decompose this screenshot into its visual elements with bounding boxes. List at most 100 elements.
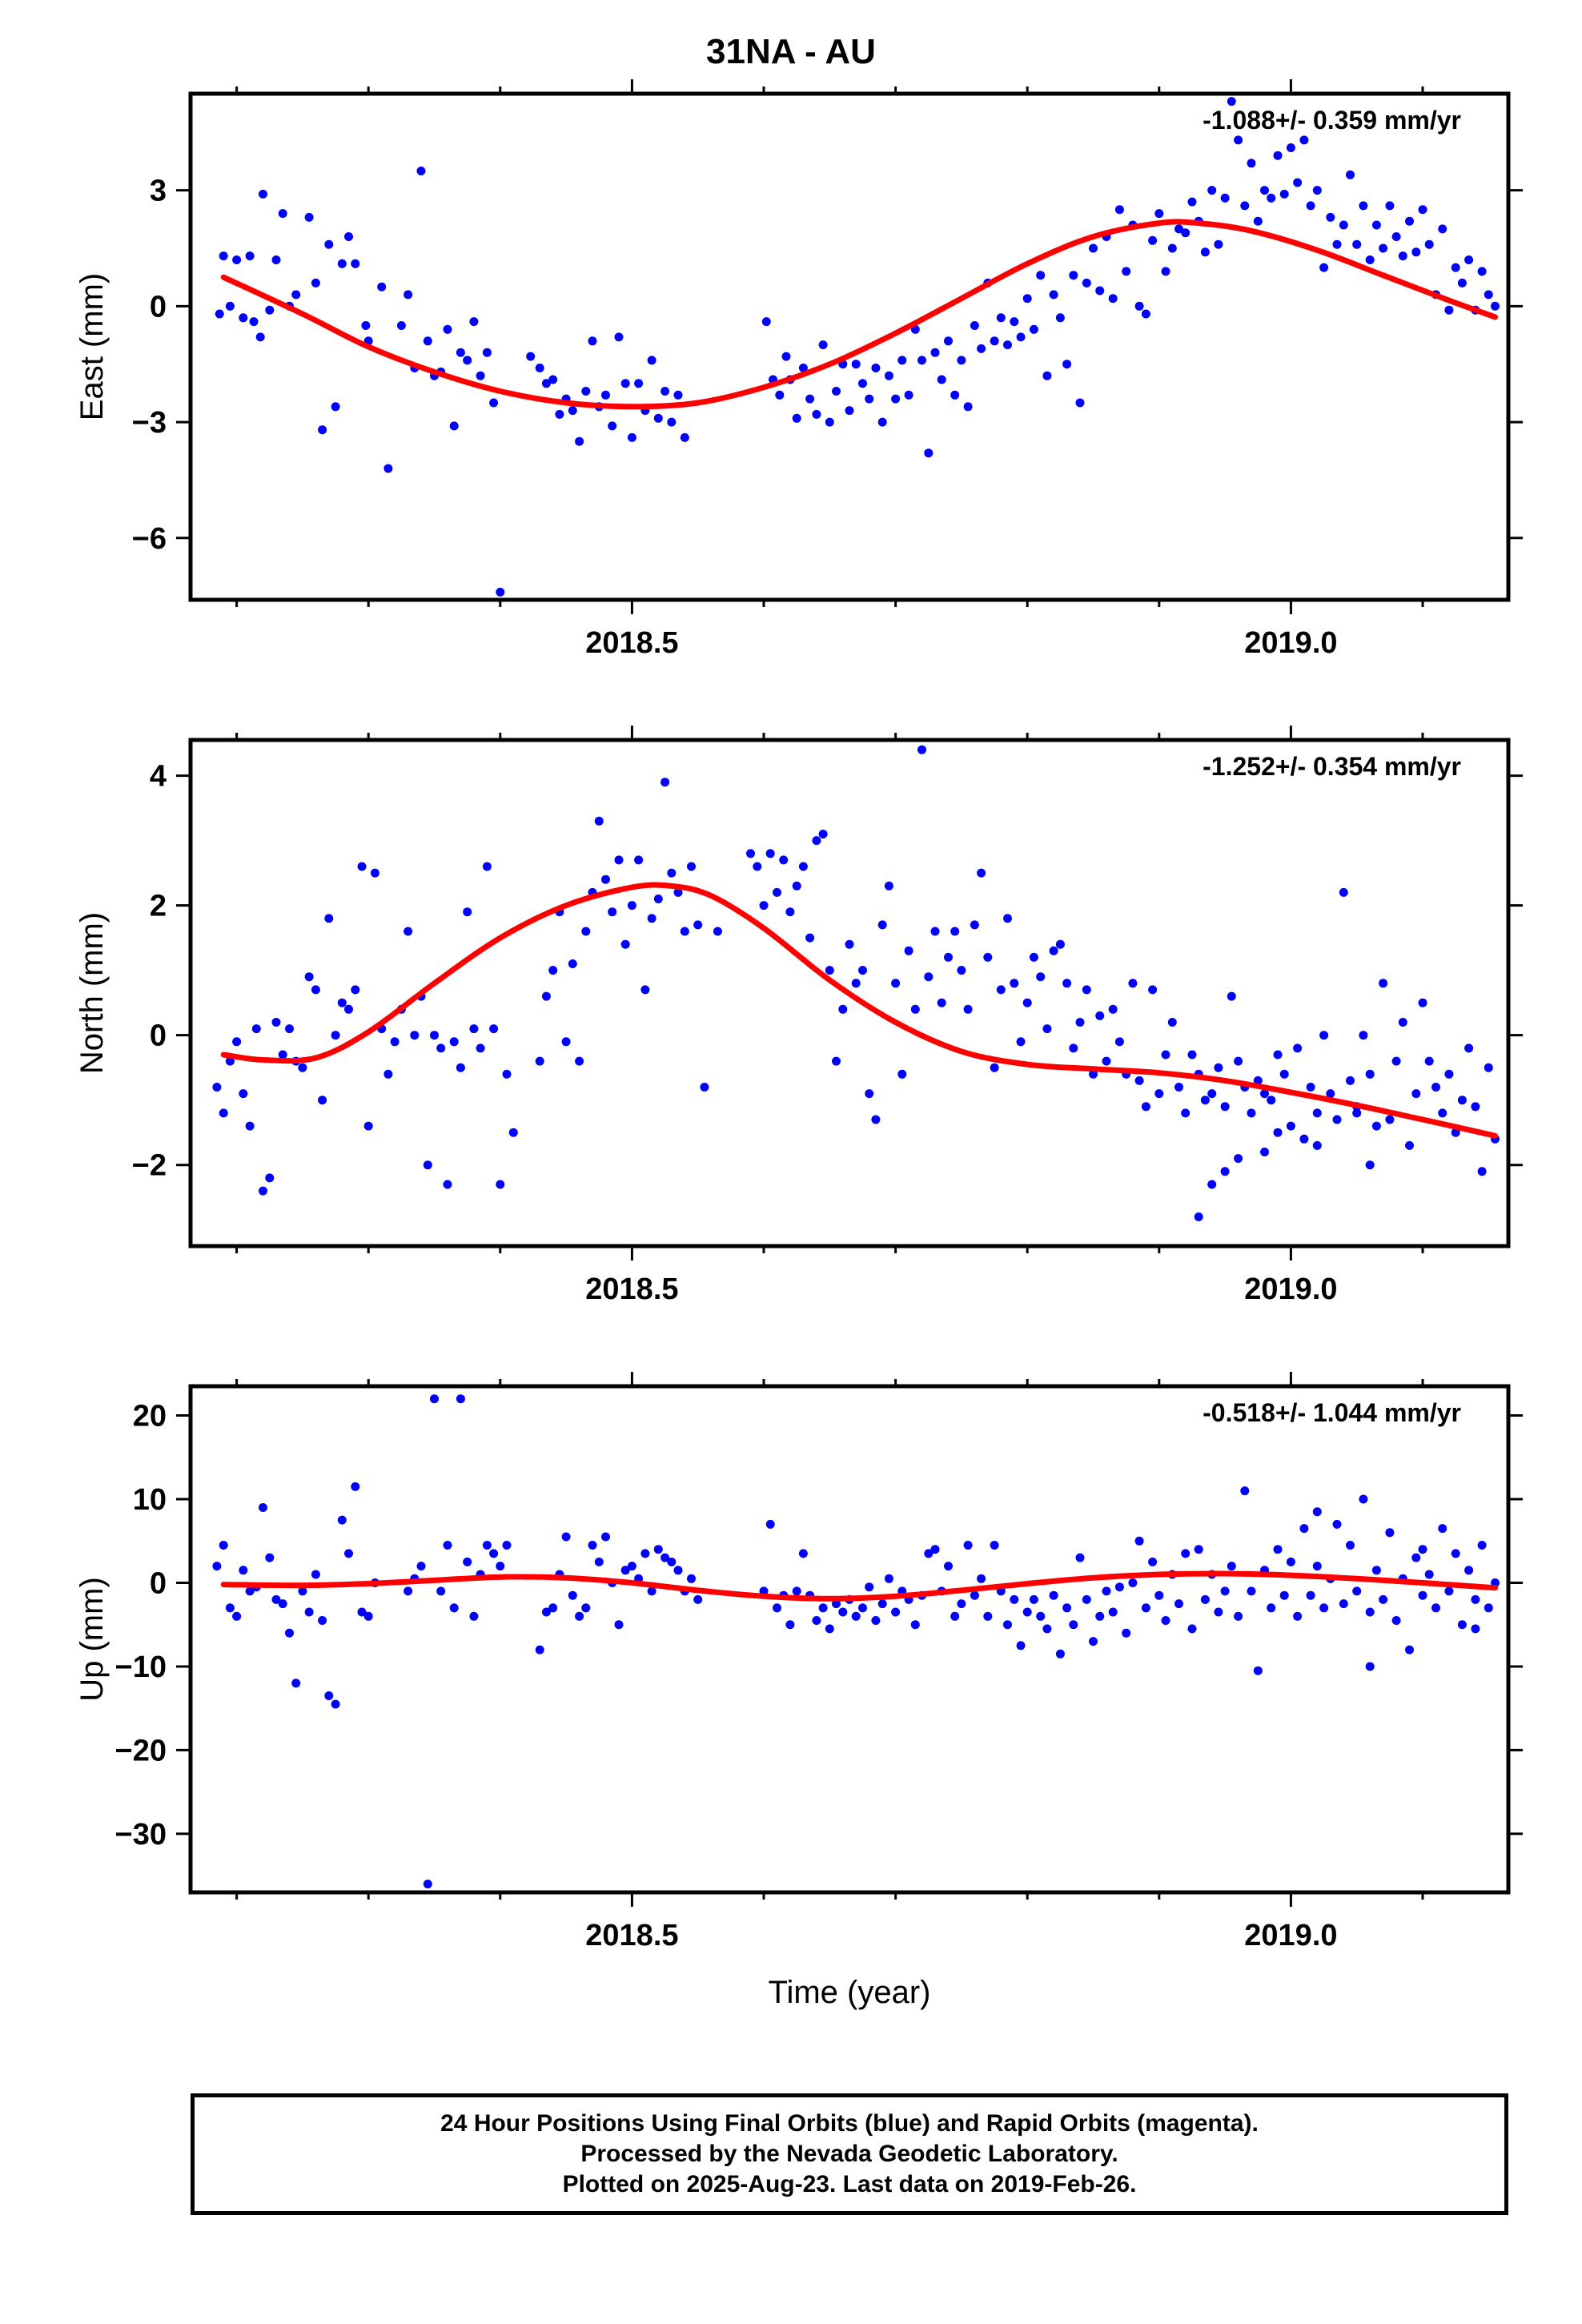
- data-point: [798, 1549, 808, 1558]
- data-point: [620, 1566, 630, 1575]
- x-tick-label: 2019.0: [1244, 1273, 1337, 1306]
- plot-frame: [188, 91, 1511, 602]
- data-point: [1042, 1024, 1052, 1034]
- data-point: [416, 167, 426, 175]
- data-point: [818, 340, 828, 350]
- data-point: [1082, 278, 1091, 287]
- data-point: [219, 251, 228, 261]
- data-point: [1114, 1037, 1124, 1047]
- data-point: [541, 991, 551, 1001]
- data-point: [1016, 1641, 1026, 1651]
- data-point: [884, 881, 893, 891]
- data-point: [693, 920, 703, 930]
- data-point: [963, 402, 973, 412]
- data-point: [924, 448, 934, 458]
- data-point: [1464, 1566, 1474, 1575]
- data-point: [1326, 212, 1335, 222]
- data-point: [1391, 1056, 1401, 1066]
- data-point: [215, 309, 224, 319]
- data-point: [548, 375, 558, 384]
- data-point: [351, 985, 360, 995]
- data-point: [1089, 1637, 1098, 1647]
- data-point: [1234, 135, 1243, 145]
- data-point: [443, 1180, 452, 1189]
- data-point: [1411, 247, 1421, 257]
- data-point: [1312, 1562, 1322, 1571]
- data-point: [1359, 1494, 1368, 1504]
- data-point: [1187, 197, 1197, 207]
- data-point: [594, 816, 604, 826]
- data-point: [1352, 1108, 1362, 1118]
- data-point: [838, 1004, 848, 1014]
- data-point: [1379, 1594, 1388, 1604]
- data-point: [1154, 1590, 1164, 1600]
- data-point: [331, 1699, 340, 1709]
- data-point: [344, 1004, 353, 1014]
- data-point: [265, 1553, 275, 1562]
- data-point: [620, 379, 630, 388]
- data-point: [1161, 1050, 1170, 1059]
- data-point: [983, 952, 993, 962]
- x-tick-label: 2019.0: [1244, 626, 1337, 660]
- data-point: [430, 1394, 439, 1404]
- data-point: [278, 1050, 287, 1059]
- data-point: [1379, 243, 1388, 253]
- data-point: [608, 907, 617, 917]
- data-point: [781, 352, 791, 361]
- data-point: [1484, 1603, 1493, 1613]
- data-point: [1114, 1582, 1124, 1592]
- y-tick-label: −2: [132, 1149, 167, 1183]
- y-tick-label: −3: [132, 406, 167, 440]
- data-point: [1247, 159, 1256, 168]
- data-point: [1405, 216, 1414, 226]
- data-point: [1016, 1037, 1026, 1047]
- data-point: [324, 914, 334, 923]
- data-point: [1062, 1603, 1072, 1613]
- data-point: [773, 887, 781, 897]
- data-point: [1069, 1043, 1078, 1053]
- data-point: [1312, 1140, 1322, 1150]
- data-point: [1457, 1096, 1467, 1105]
- data-point: [1234, 1154, 1243, 1164]
- data-point: [568, 1590, 577, 1600]
- data-point: [1214, 1063, 1223, 1072]
- data-point: [601, 390, 610, 400]
- data-point: [877, 920, 887, 930]
- data-point: [1484, 1063, 1493, 1072]
- data-point: [805, 394, 815, 404]
- data-point: [851, 979, 861, 988]
- data-point: [298, 1063, 307, 1072]
- data-point: [555, 409, 564, 419]
- data-point: [357, 862, 367, 871]
- data-point: [917, 356, 926, 365]
- data-point: [970, 1590, 979, 1600]
- data-point: [1471, 1624, 1480, 1634]
- data-point: [884, 371, 893, 380]
- data-point: [930, 348, 940, 357]
- data-point: [647, 1586, 656, 1596]
- data-point: [1411, 1089, 1421, 1099]
- data-point: [673, 1566, 683, 1575]
- data-point: [337, 1515, 347, 1525]
- data-point: [871, 1115, 881, 1124]
- data-point: [239, 1566, 248, 1575]
- data-point: [950, 927, 960, 936]
- data-point: [1444, 1069, 1454, 1079]
- data-point: [1167, 243, 1177, 253]
- data-point: [456, 1394, 465, 1404]
- data-point: [1075, 398, 1085, 408]
- data-point: [1424, 1570, 1434, 1579]
- data-point: [463, 1557, 472, 1566]
- data-point: [1477, 1167, 1487, 1176]
- data-point: [581, 387, 591, 396]
- data-point: [970, 920, 979, 930]
- data-point: [608, 421, 617, 431]
- y-axis-label: Up (mm): [74, 1577, 110, 1702]
- data-point: [1154, 1089, 1164, 1099]
- y-tick-label: 0: [150, 290, 167, 324]
- data-point: [653, 895, 663, 903]
- data-point: [1286, 1121, 1295, 1131]
- data-point: [653, 413, 663, 423]
- data-point: [259, 189, 267, 199]
- data-point: [1022, 998, 1032, 1007]
